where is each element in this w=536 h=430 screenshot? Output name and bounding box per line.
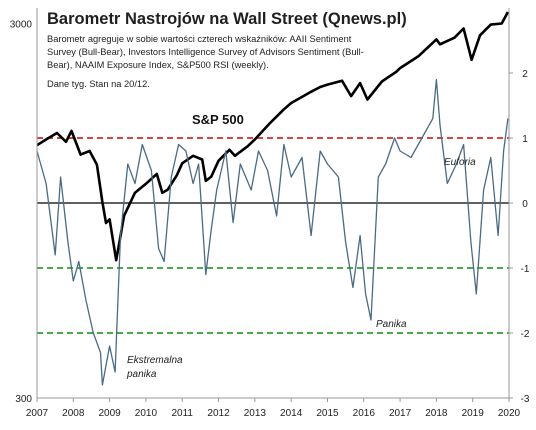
euforia-label: Euforia [444, 157, 476, 168]
ekstremalna-label-line-2: panika [126, 369, 157, 380]
x-tick-label-4: 2011 [171, 408, 193, 419]
x-tick-label-8: 2015 [316, 408, 339, 419]
sp500-label: S&P 500 [192, 112, 244, 127]
x-tick-label-11: 2018 [425, 408, 448, 419]
right-tick-label-0: 2 [522, 69, 528, 80]
x-tick-label-6: 2013 [244, 408, 267, 419]
x-tick-label-7: 2014 [280, 408, 303, 419]
x-tick-label-0: 2007 [26, 408, 49, 419]
x-tick-label-10: 2017 [389, 408, 412, 419]
x-tick-label-13: 2020 [498, 408, 521, 419]
left-tick-label-0: 3000 [10, 20, 33, 31]
right-tick-label-1: 1 [522, 134, 528, 145]
chart-description-line-3: Bear), NAAIM Exposure Index, S&P500 RSI … [47, 60, 269, 70]
x-tick-label-2: 2009 [98, 408, 121, 419]
x-tick-label-9: 2016 [353, 408, 376, 419]
chart-note: Dane tyg. Stan na 20/12. [47, 79, 150, 89]
x-tick-label-5: 2012 [207, 408, 230, 419]
panika-label: Panika [376, 319, 407, 330]
right-tick-label-4: -2 [521, 329, 530, 340]
right-tick-label-3: -1 [521, 264, 530, 275]
series-line-1 [36, 78, 509, 386]
right-tick-label-2: 0 [522, 199, 528, 210]
series-line-0 [36, 11, 510, 262]
x-tick-label-1: 2008 [62, 408, 85, 419]
right-tick-label-5: -3 [521, 394, 530, 405]
chart-description-line-1: Barometr agreguje w sobie wartości czter… [47, 34, 352, 44]
x-tick-label-12: 2019 [462, 408, 485, 419]
ekstremalna-label-line-1: Ekstremalna [127, 355, 183, 366]
x-tick-label-3: 2010 [135, 408, 158, 419]
chart-title: Barometr Nastrojów na Wall Street (Qnews… [47, 10, 407, 28]
left-tick-label-1: 300 [15, 394, 32, 405]
chart-description-line-2: Survey (Bull-Bear), Investors Intelligen… [47, 47, 364, 57]
